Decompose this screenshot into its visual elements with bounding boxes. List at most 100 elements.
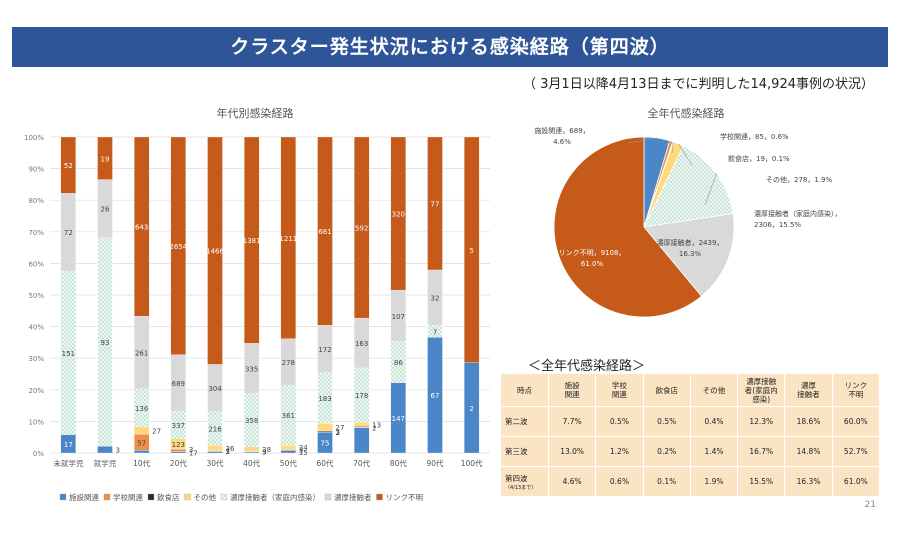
- legend-swatch: [184, 493, 191, 501]
- data-label: 2654: [169, 243, 187, 251]
- page-number: 21: [864, 500, 876, 510]
- y-tick-label: 30%: [28, 355, 44, 363]
- data-label: 3: [336, 428, 340, 436]
- x-tick-label: 90代: [426, 458, 444, 468]
- legend-label: 濃厚接触者（家庭内感染）: [230, 492, 320, 502]
- legend-label: 学校関連: [113, 492, 143, 502]
- legend-label: リンク不明: [386, 493, 424, 502]
- legend-swatch: [103, 493, 111, 501]
- bar-segment: [280, 445, 296, 450]
- x-tick-label: 100代: [461, 458, 483, 468]
- data-label: 36: [226, 445, 235, 453]
- legend-swatch: [147, 493, 155, 501]
- bar-chart-title: 年代別感染経路: [217, 106, 294, 120]
- data-label: 24: [299, 444, 308, 452]
- bar-segment: [134, 426, 150, 435]
- y-tick-label: 50%: [28, 292, 44, 300]
- bar-segment: [170, 136, 186, 355]
- data-label: 172: [318, 346, 331, 354]
- data-label: 2: [469, 405, 473, 413]
- data-label: 67: [431, 392, 440, 400]
- data-label: 93: [101, 339, 110, 347]
- legend-swatch: [324, 493, 332, 501]
- page-title: クラスター発生状況における感染経路（第四波）: [12, 27, 888, 67]
- data-label: 28: [262, 446, 271, 454]
- data-label: 1381: [243, 237, 261, 245]
- table-cell: 0.6%: [595, 466, 644, 497]
- table-cell: 1.4%: [689, 436, 739, 467]
- bar-segment: [464, 136, 480, 363]
- table-cell: 14.8%: [784, 436, 833, 467]
- bar-segment: [390, 136, 406, 291]
- row-note: （4/13まで）: [505, 484, 537, 491]
- leader-line: [704, 173, 717, 206]
- row-label: 第二波: [500, 406, 549, 437]
- table-header-cell: 飲食店: [642, 373, 691, 407]
- data-label: 337: [172, 422, 185, 430]
- table-cell: 1.2%: [595, 436, 644, 467]
- data-label: 32: [431, 295, 440, 303]
- table-cell: 4.6%: [547, 466, 597, 497]
- data-label: 1211: [279, 235, 297, 243]
- data-label: 178: [355, 392, 368, 400]
- data-label: 358: [245, 417, 258, 425]
- bar-segment: [97, 136, 113, 180]
- data-label: 320: [392, 211, 405, 219]
- table-header-cell: 濃厚接触 者(家庭内 感染): [737, 373, 786, 407]
- x-tick-label: 80代: [390, 458, 408, 468]
- table-header-cell: 学校 関連: [595, 373, 644, 407]
- pie-label: 16.3%: [679, 250, 702, 258]
- data-label: 183: [318, 395, 331, 403]
- data-label: 147: [392, 415, 405, 423]
- pie-label: リンク不明，9108，: [559, 249, 626, 257]
- bar-segment: [207, 136, 223, 365]
- pie-slice: [643, 213, 735, 297]
- all-ages-pie-chart: 全年代感染経路 施設関連，689， 4.6% 学校関連，85，0.6% 飲食店，19，…: [534, 106, 842, 318]
- y-tick-label: 20%: [28, 387, 44, 395]
- bar-segment: [134, 136, 150, 317]
- data-label: 261: [135, 350, 148, 358]
- x-tick-label: 70代: [353, 458, 371, 468]
- bar-segment: [317, 423, 333, 432]
- data-label: 13: [372, 421, 381, 429]
- table-cell: 12.3%: [737, 406, 786, 437]
- row-label: 第三波: [500, 436, 549, 467]
- legend-label: 飲食店: [157, 492, 180, 502]
- table-cell: 18.6%: [784, 406, 833, 437]
- bar-segment: [170, 448, 186, 452]
- x-tick-label: 50代: [280, 458, 298, 468]
- y-tick-label: 60%: [28, 260, 44, 268]
- table-header-cell: 濃厚 接触者: [784, 373, 833, 407]
- pie-label: その他，278，1.9%: [766, 175, 832, 184]
- table-cell: 0.5%: [595, 406, 644, 437]
- table-header-row: 時点 施設 関連 学校 関連 飲食店 その他 濃厚接触 者(家庭内 感染) 濃厚 接触者 …: [500, 373, 881, 407]
- pie-label: 2306，15.5%: [754, 221, 801, 229]
- pie-slice: [553, 136, 703, 318]
- data-label: 689: [172, 380, 185, 388]
- age-bar-chart: 年代別感染経路 0% 10% 20% 30% 40% 50% 60% 70% 80% 90% 100…: [24, 106, 490, 502]
- bar-segment: [354, 422, 370, 427]
- y-tick-label: 40%: [28, 324, 44, 332]
- bar-segment: [280, 136, 296, 339]
- pie-label: 濃厚接触者（家庭内感染），: [754, 209, 842, 218]
- x-tick-label: 30代: [206, 458, 224, 468]
- data-label: 107: [392, 313, 405, 321]
- leader-line: [671, 141, 674, 154]
- table-row: 第三波 13.0% 1.2% 0.2% 1.4% 16.7% 14.8% 52.…: [500, 436, 881, 467]
- data-label: 5: [469, 247, 473, 255]
- table-cell: 16.7%: [737, 436, 786, 467]
- leader-line: [678, 143, 693, 166]
- table-cell: 0.5%: [642, 406, 691, 437]
- bar-segment: [207, 444, 223, 451]
- y-tick-label: 0%: [33, 450, 44, 458]
- leader-line: [627, 137, 658, 144]
- data-label: 136: [135, 405, 149, 413]
- row-label: 第四波 （4/13まで）: [500, 466, 549, 497]
- data-label: 15: [299, 449, 308, 457]
- data-label: 19: [101, 155, 110, 163]
- bar-segment: [97, 446, 113, 454]
- legend-label: 施設関連: [69, 492, 99, 502]
- bar-segment: [207, 451, 223, 454]
- bar-segment: [317, 136, 333, 326]
- data-label: 216: [208, 425, 222, 433]
